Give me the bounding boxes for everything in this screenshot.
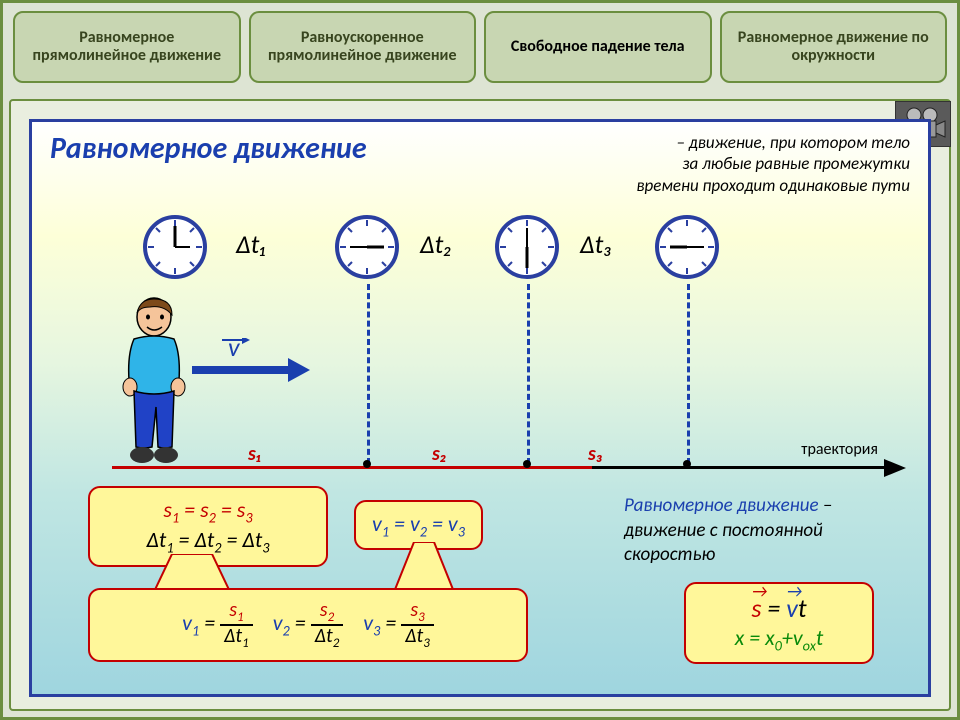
definition-text: – движение, при котором тело за любые ра… — [520, 132, 910, 196]
clock-icon — [332, 212, 402, 282]
formula-line: Δt1 = Δt2 = Δt3 — [106, 526, 310, 556]
definition-line: за любые равные промежутки — [520, 153, 910, 174]
definition-line: – движение, при котором тело — [520, 132, 910, 153]
clock-icon — [652, 212, 722, 282]
formula-line: v1 = v2 = v3 — [372, 510, 465, 537]
dash-line — [367, 284, 370, 464]
clock-icon — [140, 212, 210, 282]
arrowhead-icon — [884, 459, 906, 477]
tab-accelerated-linear[interactable]: Равноускоренное прямолинейное движение — [249, 11, 477, 83]
dt-label: Δt₂ — [420, 228, 452, 260]
axis-tick — [363, 460, 371, 468]
lesson-panel: Равномерное движение – движение, при кот… — [29, 119, 931, 697]
svg-text:v: v — [228, 338, 241, 363]
formula-line: x = x0+voxt — [702, 624, 856, 654]
dt-label: Δt₃ — [580, 228, 612, 260]
s-label: s₃ — [588, 442, 603, 466]
motion-diagram: Δt₁ Δt₂ Δt₃ v — [32, 212, 928, 482]
note-term: Равномерное движение — [624, 494, 819, 517]
uniform-note: Равномерное движение – движение с постоя… — [624, 494, 904, 568]
connector-arrow — [394, 542, 454, 592]
formula-line: →s = →vt — [702, 592, 856, 624]
axis-tick — [683, 460, 691, 468]
formula-line: s1 = s2 = s3 — [106, 496, 310, 526]
clock-icon — [492, 212, 562, 282]
velocity-arrow: v — [192, 338, 312, 382]
person-icon — [120, 297, 194, 467]
formula-content: v1 = s1Δt1v2 = s2Δt2v3 = s3Δt3 — [172, 609, 444, 636]
tab-circular[interactable]: Равномерное движение по окружности — [720, 11, 948, 83]
definition-line: времени проходит одинаковые пути — [520, 175, 910, 196]
dt-label: Δt₁ — [236, 228, 266, 260]
tab-bar: Равномерное прямолинейное движение Равно… — [3, 3, 957, 83]
dash-line — [687, 284, 690, 464]
tab-free-fall[interactable]: Свободное падение тела — [484, 11, 712, 83]
s-label: s₁ — [248, 442, 261, 466]
trajectory-label: траектория — [801, 440, 878, 459]
axis-tick — [523, 460, 531, 468]
axis-line-extension — [592, 466, 898, 469]
dash-line — [527, 284, 530, 464]
panel-title: Равномерное движение — [50, 130, 367, 167]
formula-box-velocities: v1 = s1Δt1v2 = s2Δt2v3 = s3Δt3 — [88, 588, 528, 662]
content-area: Равномерное движение – движение, при кот… — [9, 99, 951, 711]
s-label: s₂ — [432, 442, 447, 466]
tab-uniform-linear[interactable]: Равномерное прямолинейное движение — [13, 11, 241, 83]
formula-box-equations: →s = →vt x = x0+voxt — [684, 582, 874, 664]
